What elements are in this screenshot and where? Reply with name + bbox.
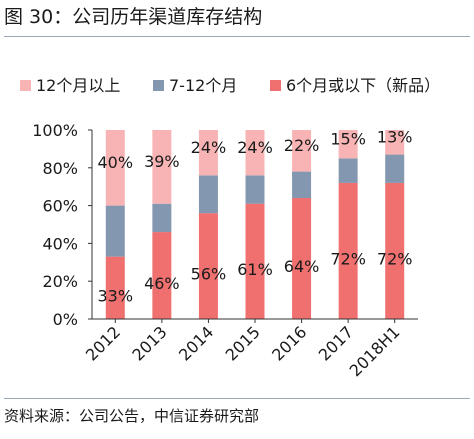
data-label: 22%: [284, 136, 320, 155]
data-label: 33%: [98, 286, 134, 305]
x-tick-label: 2012: [82, 322, 124, 364]
data-label: 46%: [144, 274, 180, 293]
legend-label: 12个月以上: [36, 76, 120, 95]
data-label: 72%: [330, 250, 366, 269]
source-divider: [4, 398, 470, 399]
bar-segment: [198, 130, 218, 176]
x-tick-label: 2017: [315, 322, 357, 364]
x-tick-label: 2014: [175, 322, 217, 364]
data-label: 72%: [377, 250, 413, 269]
data-label: 40%: [98, 153, 134, 172]
y-tick-label: 40%: [42, 234, 78, 253]
bar-segment: [245, 130, 265, 176]
bar-segment: [385, 130, 405, 155]
legend-label: 7-12个月: [169, 76, 237, 95]
bar-segment: [338, 130, 358, 159]
data-label: 56%: [191, 265, 227, 284]
bar-segment: [105, 256, 125, 319]
data-label: 13%: [377, 128, 413, 147]
y-axis: 0% 20% 40% 60% 80% 100%: [32, 121, 93, 329]
stacked-bar-chart: 12个月以上 7-12个月 6个月或以下（新品） 0% 20% 40% 60% 80% 100…: [20, 76, 440, 380]
bar-segment: [338, 182, 358, 319]
bar-segment: [385, 154, 405, 183]
data-label: 39%: [144, 152, 180, 171]
title-divider: [4, 36, 470, 37]
bar-segment: [385, 182, 405, 319]
x-tick-label: 2015: [222, 322, 264, 364]
y-tick-label: 80%: [42, 159, 78, 178]
data-label: 61%: [237, 260, 273, 279]
bar-segment: [292, 198, 312, 319]
figure-title: 图 30：公司历年渠道库存结构: [4, 6, 263, 28]
y-tick-label: 20%: [42, 272, 78, 291]
bar-segment: [292, 130, 312, 172]
bar-segment: [105, 130, 125, 206]
source-note: 资料来源：公司公告，中信证券研究部: [4, 407, 260, 425]
data-label: 24%: [237, 138, 273, 157]
data-label: 15%: [330, 130, 366, 149]
bar-segment: [198, 213, 218, 319]
legend-label: 6个月或以下（新品）: [286, 76, 440, 95]
data-label: 24%: [191, 138, 227, 157]
bar-segment: [338, 158, 358, 183]
bar-segment: [105, 205, 125, 257]
y-tick-label: 100%: [32, 121, 78, 140]
chart-legend: 12个月以上 7-12个月 6个月或以下（新品）: [20, 76, 440, 95]
legend-swatch: [20, 80, 31, 91]
y-tick-label: 0%: [53, 310, 78, 329]
bar-segment: [245, 175, 265, 204]
legend-swatch: [153, 80, 164, 91]
bar-segment: [245, 203, 265, 319]
bar-segment: [152, 130, 172, 204]
bar-segment: [292, 171, 312, 199]
bar-series: 33% 40% 46% 39% 56% 24% 61% 24% 64% 22% 72% 15% 72% 1…: [98, 128, 413, 319]
bar-segment: [198, 175, 218, 214]
x-tick-label: 2016: [268, 322, 310, 364]
data-label: 64%: [284, 257, 320, 276]
bar-segment: [152, 203, 172, 233]
bar-segment: [152, 232, 172, 319]
x-tick-label: 2013: [128, 322, 170, 364]
x-tick-label: 2018H1: [346, 322, 404, 380]
y-tick-label: 60%: [42, 197, 78, 216]
legend-swatch: [270, 80, 281, 91]
